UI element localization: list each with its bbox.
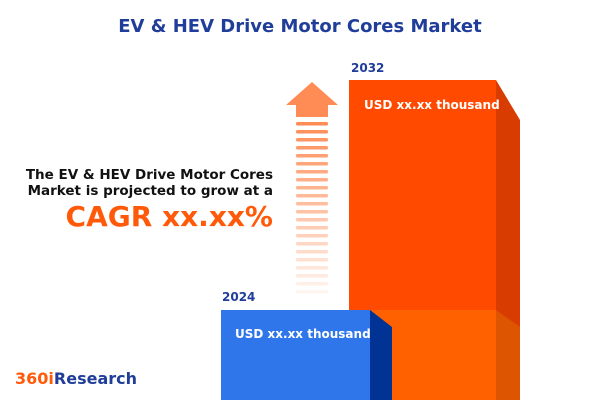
value-label-2032: USD xx.xx thousand <box>364 98 500 112</box>
arrow-stripe <box>296 122 328 126</box>
arrow-stripe <box>296 210 328 214</box>
logo-part-2: Research <box>53 369 137 388</box>
chart-title: EV & HEV Drive Motor Cores Market <box>118 16 482 37</box>
arrow-stripe <box>296 194 328 198</box>
year-label-2024: 2024 <box>222 290 256 304</box>
logo: 360iResearch <box>15 369 137 388</box>
arrow-stripe <box>296 266 328 270</box>
value-label-2024: USD xx.xx thousand <box>235 327 371 341</box>
arrow-stripe <box>296 290 328 294</box>
arrow-stripe <box>296 226 328 230</box>
logo-part-1: 360i <box>15 369 54 388</box>
bar-2024-side <box>370 310 392 400</box>
arrow-stripe <box>296 186 328 190</box>
arrow-stripe <box>296 138 328 142</box>
arrow-stripe <box>296 178 328 182</box>
growth-arrow-icon <box>286 82 338 294</box>
description-line-2: Market is projected to grow at a <box>27 183 273 199</box>
arrow-stripe <box>296 282 328 286</box>
arrow-stripe <box>296 250 328 254</box>
description-line-1: The EV & HEV Drive Motor Cores <box>25 167 273 183</box>
cagr-value: CAGR xx.xx% <box>65 200 273 233</box>
arrow-stripe <box>296 234 328 238</box>
arrow-stripe <box>296 162 328 166</box>
arrow-stripe <box>296 146 328 150</box>
bar-2024-front <box>221 310 370 400</box>
bar-2032-lower-side <box>496 310 520 400</box>
arrow-stripe <box>296 242 328 246</box>
bar-2024 <box>221 310 392 400</box>
arrow-stripe <box>296 274 328 278</box>
arrow-stripe <box>296 130 328 134</box>
arrow-stripe <box>296 170 328 174</box>
arrow-stripe <box>296 218 328 222</box>
year-label-2032: 2032 <box>351 61 385 75</box>
arrow-stripe <box>296 202 328 206</box>
arrow-stripe <box>296 258 328 262</box>
arrow-stripe <box>296 154 328 158</box>
